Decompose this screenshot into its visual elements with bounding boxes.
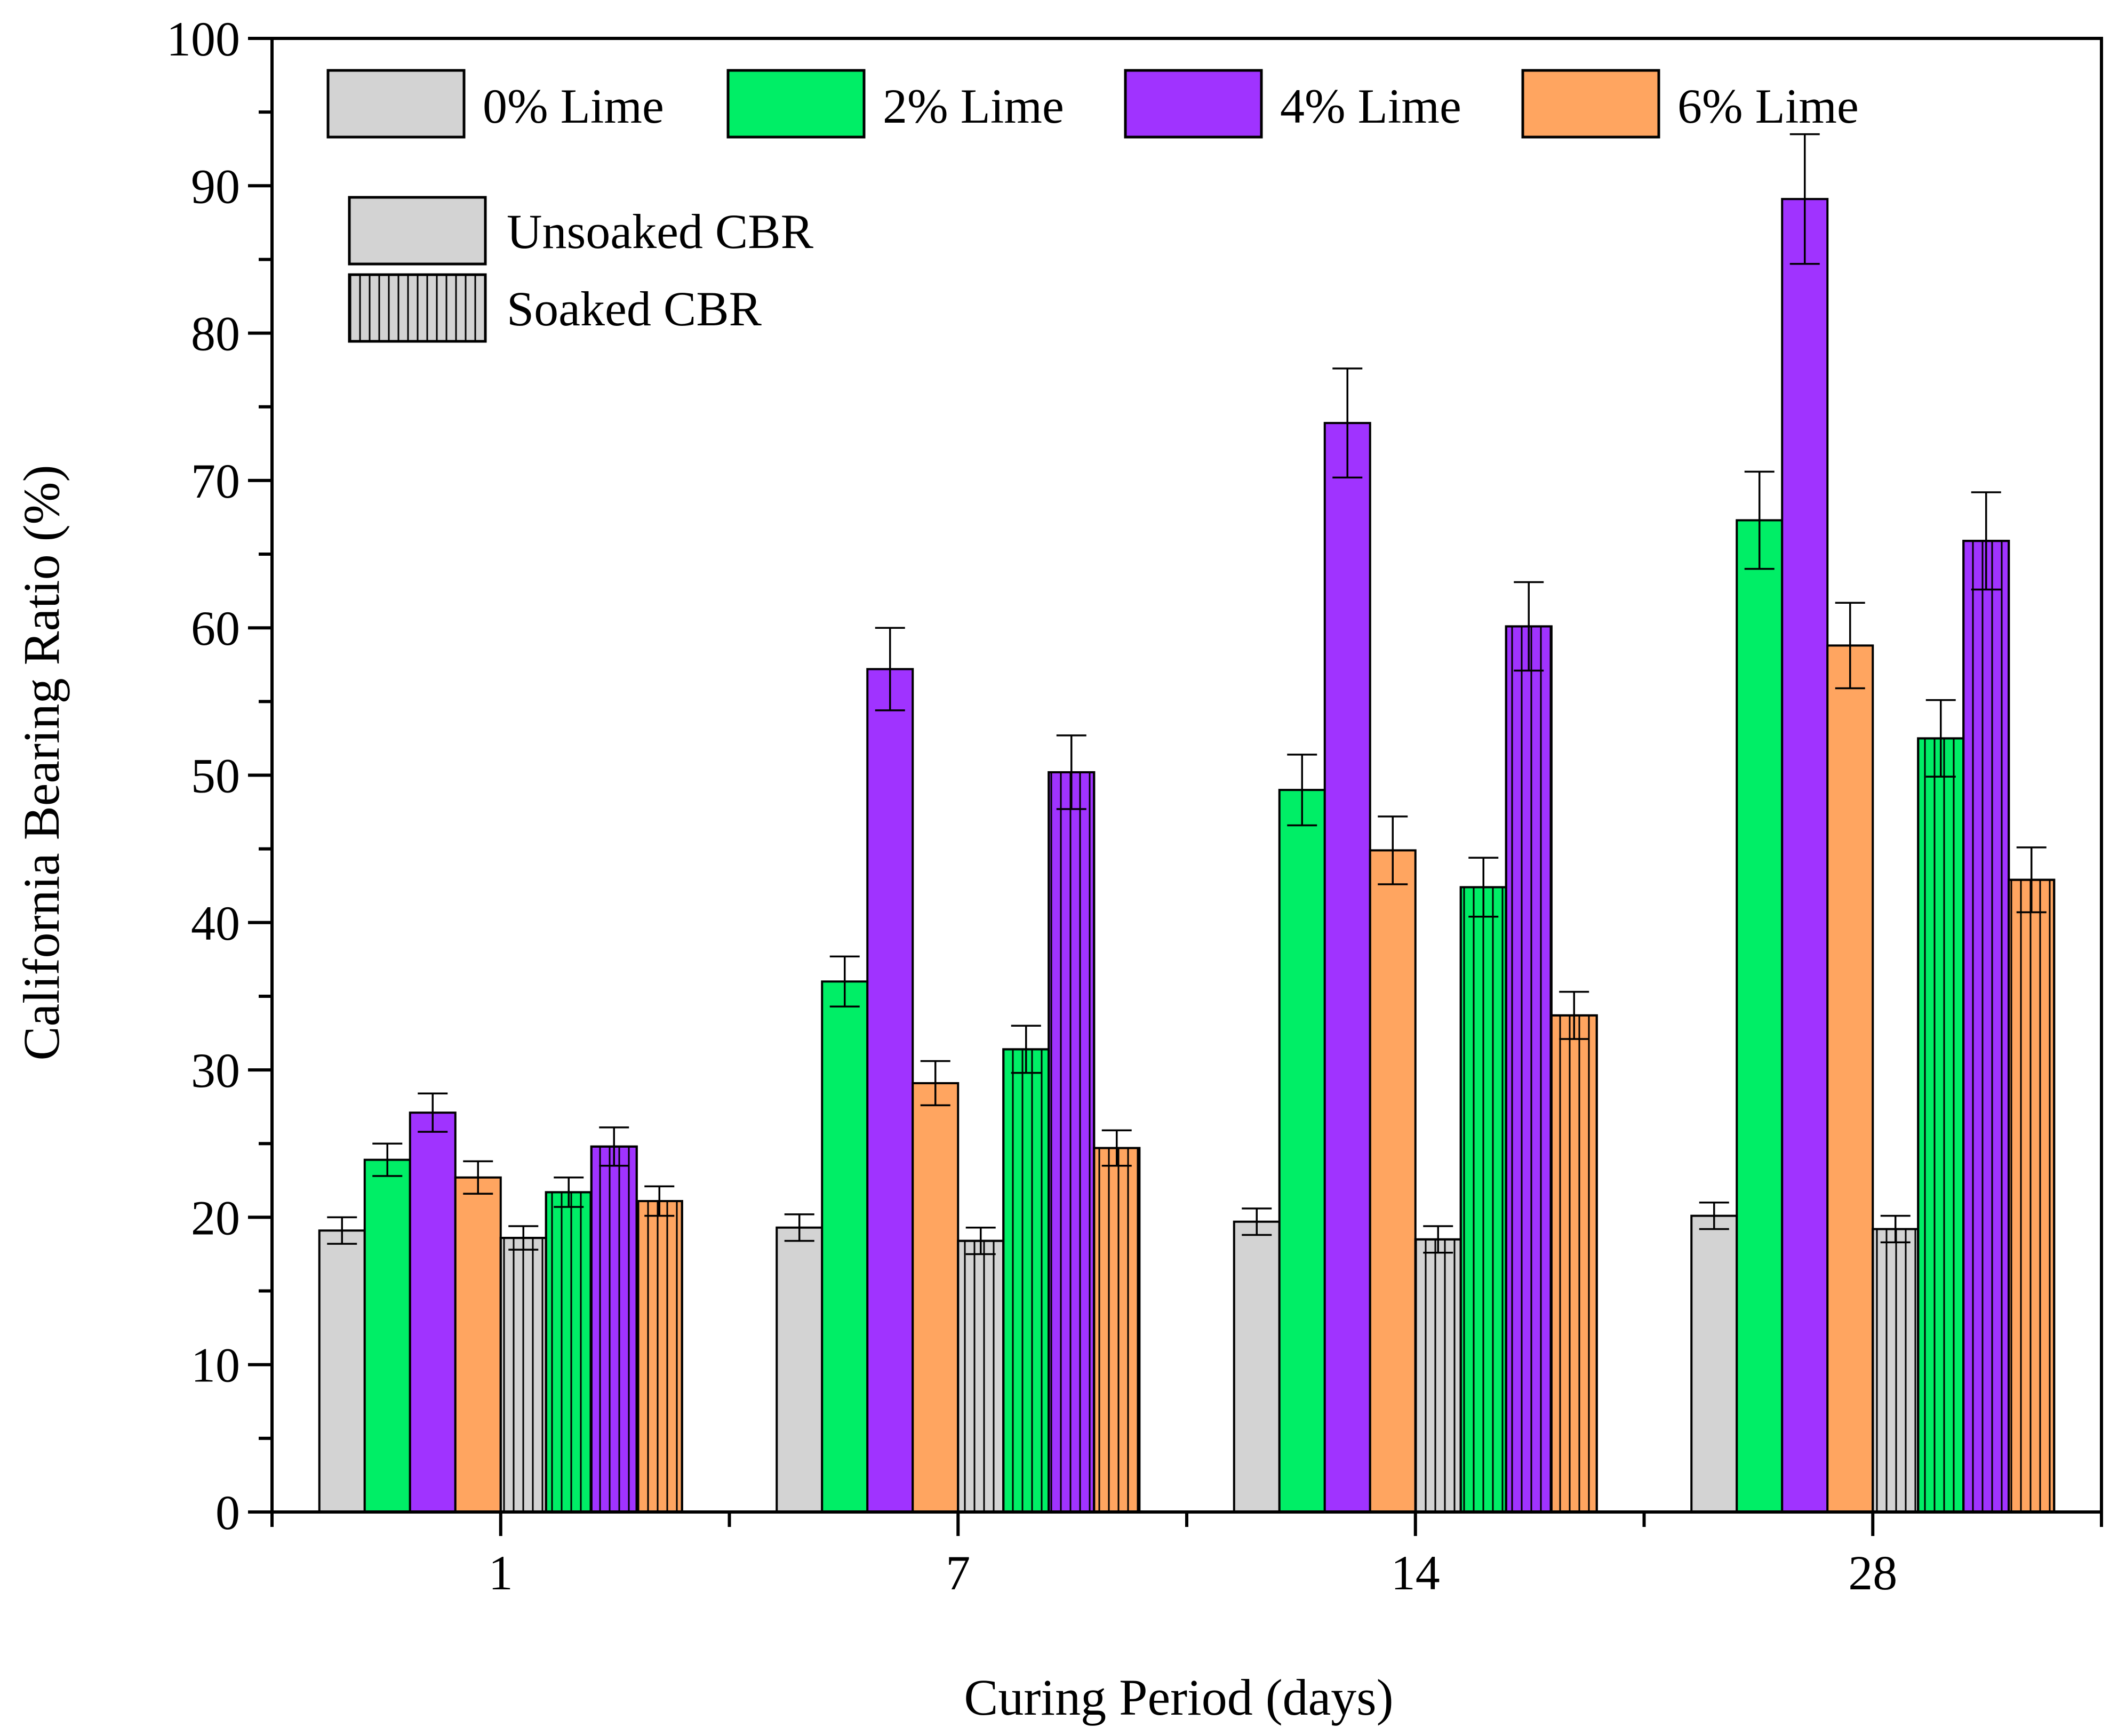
legend-pattern-label-soaked-cbr: Soaked CBR bbox=[507, 282, 762, 336]
bar-hatch-soaked-cbr-6pct-lime-day-28 bbox=[2008, 878, 2056, 1513]
y-tick-label-30: 30 bbox=[191, 1043, 240, 1098]
legend: 0% Lime 2% Lime 4% Lime 6% Lime Unsoaked CBR… bbox=[326, 69, 1859, 343]
legend-label-6pct-lime: 6% Lime bbox=[1677, 79, 1859, 133]
bar-hatch-soaked-cbr-4pct-lime-day-14 bbox=[1505, 625, 1553, 1513]
legend-swatch-6pct-lime bbox=[1521, 69, 1660, 139]
legend-pattern-hatch-soaked-cbr bbox=[348, 273, 487, 343]
legend-label-0pct-lime: 0% Lime bbox=[483, 79, 664, 133]
y-axis-title: California Bearing Ratio (%) bbox=[13, 465, 70, 1061]
bar-hatch-soaked-cbr-0pct-lime-day-1 bbox=[499, 1237, 547, 1514]
bar-hatch-soaked-cbr-6pct-lime-day-7 bbox=[1093, 1147, 1141, 1514]
legend-swatch-0pct-lime bbox=[326, 69, 466, 139]
x-tick-label-28: 28 bbox=[1848, 1546, 1897, 1600]
y-tick-label-60: 60 bbox=[191, 601, 240, 655]
y-tick-label-10: 10 bbox=[191, 1338, 240, 1393]
bar-hatch-soaked-cbr-2pct-lime-day-14 bbox=[1459, 886, 1507, 1513]
bar-unsoaked-cbr-2pct-lime-day-28 bbox=[1736, 519, 1784, 1513]
y-tick-label-100: 100 bbox=[166, 12, 240, 66]
bar-hatch-soaked-cbr-0pct-lime-day-7 bbox=[957, 1239, 1005, 1513]
y-tick-label-70: 70 bbox=[191, 454, 240, 508]
legend-swatch-4pct-lime bbox=[1124, 69, 1263, 139]
error-bars-layer bbox=[327, 133, 2047, 1255]
y-tick-label-0: 0 bbox=[215, 1485, 240, 1540]
bar-hatch-soaked-cbr-2pct-lime-day-7 bbox=[1002, 1048, 1050, 1513]
x-tick-label-7: 7 bbox=[946, 1546, 970, 1600]
bar-unsoaked-cbr-2pct-lime-day-14 bbox=[1278, 789, 1326, 1513]
bar-hatch-soaked-cbr-4pct-lime-day-7 bbox=[1048, 771, 1096, 1513]
bar-unsoaked-cbr-6pct-lime-day-1 bbox=[454, 1176, 502, 1514]
bar-hatch-soaked-cbr-0pct-lime-day-28 bbox=[1872, 1228, 1920, 1513]
bar-hatch-soaked-cbr-4pct-lime-day-28 bbox=[1962, 540, 2010, 1513]
legend-pattern-label-unsoaked-cbr: Unsoaked CBR bbox=[507, 204, 814, 259]
bar-unsoaked-cbr-0pct-lime-day-1 bbox=[318, 1229, 366, 1514]
legend-label-4pct-lime: 4% Lime bbox=[1280, 79, 1461, 133]
bar-hatch-soaked-cbr-2pct-lime-day-1 bbox=[545, 1191, 593, 1513]
axes-layer: 0 10 20 30 40 50 60 70 80 90 100 1 7 14 28 bbox=[166, 12, 2103, 1600]
bar-unsoaked-cbr-0pct-lime-day-7 bbox=[776, 1226, 824, 1513]
bar-unsoaked-cbr-4pct-lime-day-7 bbox=[866, 668, 914, 1513]
bar-unsoaked-cbr-0pct-lime-day-28 bbox=[1690, 1214, 1738, 1513]
bar-hatch-soaked-cbr-2pct-lime-day-28 bbox=[1917, 737, 1965, 1513]
bar-unsoaked-cbr-6pct-lime-day-28 bbox=[1826, 644, 1874, 1513]
bar-hatch-soaked-cbr-4pct-lime-day-1 bbox=[590, 1145, 638, 1513]
y-tick-label-20: 20 bbox=[191, 1190, 240, 1245]
y-tick-label-40: 40 bbox=[191, 896, 240, 950]
bar-unsoaked-cbr-4pct-lime-day-28 bbox=[1781, 198, 1829, 1513]
y-tick-label-50: 50 bbox=[191, 749, 240, 803]
x-axis-title: Curing Period (days) bbox=[964, 1669, 1393, 1726]
legend-label-2pct-lime: 2% Lime bbox=[883, 79, 1064, 133]
bar-unsoaked-cbr-0pct-lime-day-14 bbox=[1233, 1220, 1281, 1513]
bar-unsoaked-cbr-6pct-lime-day-14 bbox=[1369, 849, 1417, 1513]
bar-hatch-soaked-cbr-6pct-lime-day-1 bbox=[635, 1200, 683, 1514]
bar-unsoaked-cbr-4pct-lime-day-14 bbox=[1323, 422, 1371, 1514]
bar-unsoaked-cbr-4pct-lime-day-1 bbox=[409, 1111, 457, 1514]
x-tick-label-14: 14 bbox=[1391, 1546, 1440, 1600]
bar-hatch-soaked-cbr-6pct-lime-day-14 bbox=[1550, 1014, 1598, 1513]
x-tick-label-1: 1 bbox=[489, 1546, 513, 1600]
bars-layer bbox=[318, 198, 2056, 1514]
y-tick-label-90: 90 bbox=[191, 159, 240, 213]
bar-unsoaked-cbr-2pct-lime-day-7 bbox=[821, 980, 869, 1513]
legend-pattern-swatch-unsoaked-cbr bbox=[348, 196, 487, 266]
legend-swatch-2pct-lime bbox=[726, 69, 866, 139]
y-tick-label-80: 80 bbox=[191, 307, 240, 361]
bar-hatch-soaked-cbr-0pct-lime-day-14 bbox=[1414, 1238, 1462, 1513]
bar-unsoaked-cbr-6pct-lime-day-7 bbox=[912, 1082, 960, 1514]
bar-unsoaked-cbr-2pct-lime-day-1 bbox=[363, 1158, 411, 1514]
